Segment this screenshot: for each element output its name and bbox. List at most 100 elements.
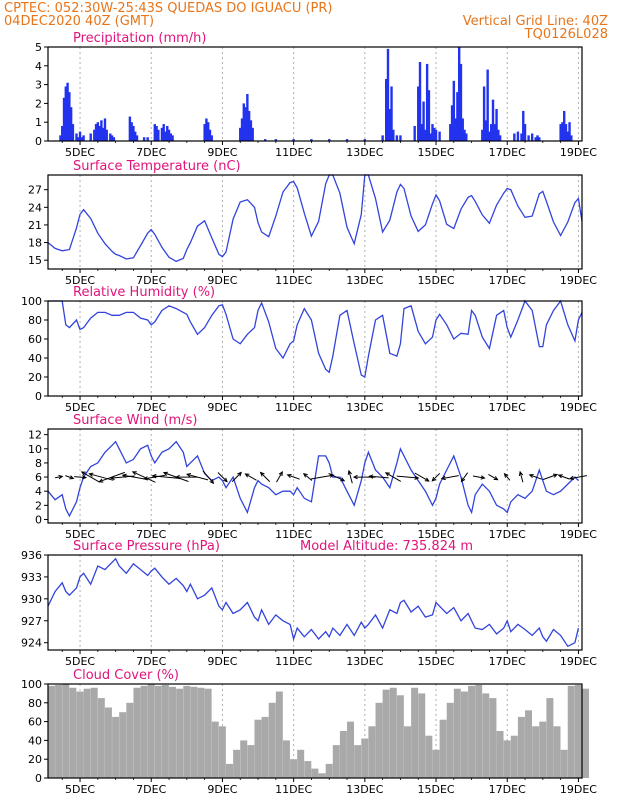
cloud-bar	[268, 702, 276, 778]
precip-bar	[456, 92, 459, 141]
y-tick-label: 2	[35, 499, 42, 512]
x-tick-label: 13DEC	[346, 401, 383, 414]
precip-bar	[128, 116, 132, 141]
precip-bar	[570, 135, 573, 141]
cloud-bar	[375, 702, 383, 778]
cloud-bar	[517, 716, 525, 778]
y-tick-label: 80	[28, 697, 42, 710]
precip-bar	[166, 125, 169, 141]
x-tick-label: 7DEC	[136, 655, 166, 668]
precip-bar	[563, 110, 566, 141]
y-tick-label: 0	[35, 135, 42, 148]
cloud-bar	[489, 698, 497, 778]
precip-bar	[530, 133, 534, 141]
cloud-bar	[176, 688, 184, 778]
wind-vector	[310, 473, 335, 480]
y-tick-label: 936	[21, 549, 42, 562]
precip-bar	[564, 124, 568, 141]
wind-vector	[368, 474, 389, 479]
cloud-bar	[361, 738, 369, 778]
y-tick-label: 930	[21, 593, 42, 606]
precip-bar	[246, 94, 249, 141]
y-tick-label: 3	[35, 79, 42, 92]
x-tick-label: 11DEC	[275, 146, 312, 159]
precip-bar	[93, 129, 96, 141]
cloud-bar	[218, 726, 226, 778]
precip-bar	[527, 135, 530, 141]
wind-vector	[352, 474, 376, 480]
precip-title: Precipitation (mm/h)	[73, 31, 206, 46]
header-location: CPTEC: 052:30W-25:43S QUEDAS DO IGUACU (…	[4, 1, 333, 16]
cloud-bar	[126, 702, 134, 778]
y-tick-label: 80	[28, 314, 42, 327]
y-tick-label: 0	[35, 513, 42, 526]
wind-vector	[186, 473, 209, 481]
y-tick-label: 1	[35, 116, 42, 129]
y-tick-label: 20	[28, 371, 42, 384]
x-tick-label: 7DEC	[136, 146, 166, 159]
x-tick-label: 15DEC	[417, 274, 454, 287]
rh-series-line	[48, 299, 583, 379]
precip-bar	[381, 135, 384, 141]
wind-vector	[431, 472, 441, 482]
precip-bar	[490, 124, 493, 141]
cloud-bar	[411, 687, 419, 778]
precip-bar	[96, 122, 100, 141]
precip-bar	[559, 124, 562, 141]
precip-bar	[425, 63, 429, 141]
cloud-bar	[55, 684, 63, 778]
cloud-bar	[475, 684, 483, 778]
cloud-bar	[204, 688, 212, 778]
x-tick-label: 19DEC	[560, 146, 597, 159]
y-tick-label: 40	[28, 352, 42, 365]
x-tick-label: 19DEC	[560, 655, 597, 668]
humidity-panel: 0 20 40 60 80 100 5DEC 7DEC 9DEC 11DEC 13DEC 15DEC 1…	[21, 285, 597, 414]
cloud-cover-panel: 0 20 40 60 80 100 5DEC 7DEC 9DEC 11DEC 13DEC 15DEC 1…	[21, 668, 597, 796]
precip-bar	[417, 86, 420, 141]
precip-bar	[80, 137, 84, 141]
x-tick-label: 17DEC	[489, 528, 526, 541]
x-tick-label: 9DEC	[207, 274, 237, 287]
x-tick-label: 15DEC	[417, 146, 454, 159]
x-tick-label: 13DEC	[346, 274, 383, 287]
y-tick-label: 5	[35, 41, 42, 54]
cloud-bar	[532, 726, 540, 778]
cloud-bar	[240, 740, 248, 778]
precip-bar	[64, 86, 67, 141]
precip-bar	[465, 133, 468, 141]
cloud-bar	[69, 687, 77, 778]
precip-bar	[155, 125, 158, 141]
precip-bar	[491, 99, 495, 141]
precip-bar	[392, 129, 395, 141]
precip-bar	[482, 86, 486, 141]
precip-bar	[59, 135, 62, 141]
precip-bar	[497, 129, 500, 141]
precip-bar	[263, 139, 267, 141]
temp-title: Surface Temperature (nC)	[73, 159, 241, 174]
x-tick-label: 7DEC	[136, 783, 166, 796]
x-tick-label: 13DEC	[346, 783, 383, 796]
cloud-bar	[482, 693, 490, 778]
x-tick-label: 9DEC	[207, 401, 237, 414]
precip-bar	[523, 124, 527, 141]
cloud-bar	[468, 685, 476, 778]
precip-bar	[429, 133, 432, 141]
cloud-bar	[339, 731, 347, 778]
x-tick-label: 11DEC	[275, 655, 312, 668]
x-tick-label: 7DEC	[136, 401, 166, 414]
y-tick-label: 8	[35, 457, 42, 470]
cloud-bar	[453, 688, 461, 778]
precip-bar	[101, 127, 105, 141]
precip-bar	[153, 124, 156, 141]
precip-bar	[513, 133, 516, 141]
cloud-bar	[104, 707, 112, 778]
y-tick-label: 60	[28, 716, 42, 729]
cloud-bar	[233, 749, 241, 778]
precip-bar	[481, 129, 484, 141]
precip-bar	[210, 135, 213, 141]
precip-bar	[484, 120, 488, 141]
x-tick-label: 19DEC	[560, 528, 597, 541]
precip-bar	[449, 124, 452, 141]
precip-bar	[459, 63, 463, 141]
plot-frame	[47, 554, 583, 651]
